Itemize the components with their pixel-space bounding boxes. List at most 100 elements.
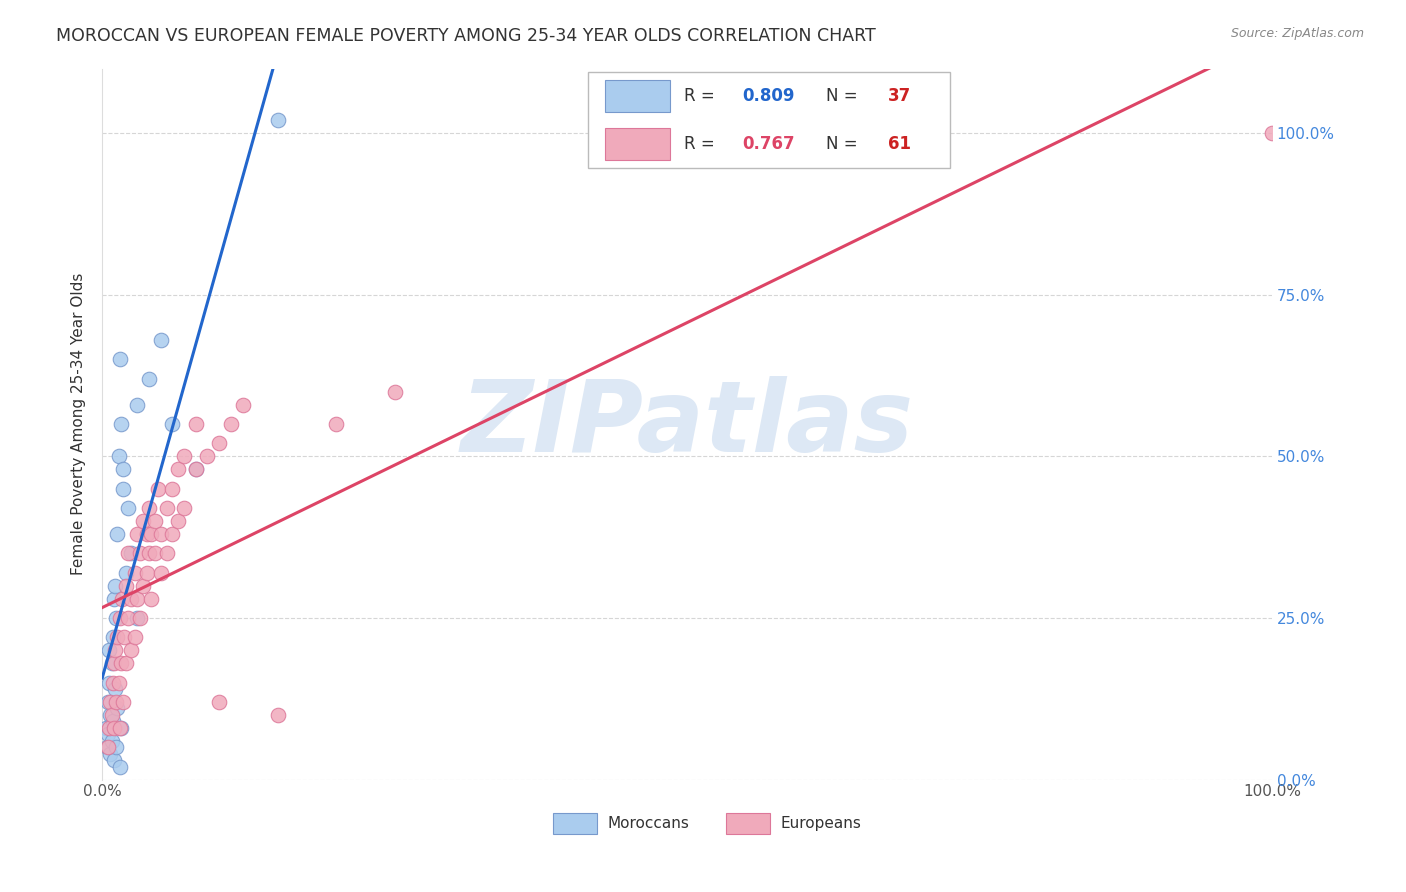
Point	[148, 482, 170, 496]
Bar	[725, 813, 770, 834]
Point	[184, 417, 207, 431]
Point	[162, 482, 184, 496]
Point	[105, 740, 128, 755]
Text: Source: ZipAtlas.com: Source: ZipAtlas.com	[1230, 27, 1364, 40]
Point	[155, 501, 177, 516]
Point	[149, 566, 172, 580]
Text: R =: R =	[683, 87, 720, 105]
Point	[141, 527, 163, 541]
Point	[111, 591, 134, 606]
Point	[173, 501, 195, 516]
Text: 61: 61	[889, 135, 911, 153]
Point	[167, 514, 190, 528]
Bar	[605, 128, 669, 160]
Point	[103, 656, 125, 670]
Point	[103, 591, 125, 606]
Point	[104, 643, 127, 657]
Text: 37: 37	[889, 87, 911, 105]
Point	[112, 462, 135, 476]
Point	[132, 514, 155, 528]
Point	[107, 630, 129, 644]
Point	[232, 398, 254, 412]
Point	[98, 675, 121, 690]
Point	[138, 501, 160, 516]
Point	[135, 566, 157, 580]
Point	[128, 546, 150, 560]
Point	[101, 630, 124, 644]
Y-axis label: Female Poverty Among 25-34 Year Olds: Female Poverty Among 25-34 Year Olds	[72, 273, 86, 575]
Point	[143, 546, 166, 560]
Point	[117, 501, 139, 516]
Point	[108, 611, 131, 625]
Point	[110, 417, 132, 431]
Point	[127, 527, 149, 541]
Point	[1261, 126, 1284, 140]
Point	[162, 417, 184, 431]
Point	[149, 527, 172, 541]
Point	[100, 747, 122, 761]
Point	[104, 579, 127, 593]
FancyBboxPatch shape	[588, 72, 950, 168]
Point	[101, 675, 124, 690]
Point	[127, 611, 149, 625]
Point	[124, 566, 146, 580]
Text: N =: N =	[827, 135, 863, 153]
Point	[120, 591, 142, 606]
Point	[127, 591, 149, 606]
Text: MOROCCAN VS EUROPEAN FEMALE POVERTY AMONG 25-34 YEAR OLDS CORRELATION CHART: MOROCCAN VS EUROPEAN FEMALE POVERTY AMON…	[56, 27, 876, 45]
Point	[112, 482, 135, 496]
Point	[100, 695, 122, 709]
Bar	[605, 80, 669, 112]
Point	[219, 417, 242, 431]
Point	[114, 566, 136, 580]
Point	[266, 707, 288, 722]
Point	[108, 721, 131, 735]
Text: Europeans: Europeans	[780, 816, 862, 831]
Point	[325, 417, 347, 431]
Point	[155, 546, 177, 560]
Point	[149, 333, 172, 347]
Text: 0.809: 0.809	[742, 87, 794, 105]
Point	[98, 721, 121, 735]
Point	[100, 707, 122, 722]
Point	[97, 740, 120, 755]
Text: Moroccans: Moroccans	[607, 816, 689, 831]
Point	[120, 643, 142, 657]
Point	[94, 721, 117, 735]
Point	[138, 546, 160, 560]
Text: R =: R =	[683, 135, 720, 153]
Point	[103, 753, 125, 767]
Point	[124, 630, 146, 644]
Point	[110, 721, 132, 735]
Point	[101, 714, 124, 729]
Point	[105, 695, 128, 709]
Text: N =: N =	[827, 87, 863, 105]
Bar	[553, 813, 598, 834]
Point	[173, 450, 195, 464]
Point	[100, 707, 122, 722]
Point	[114, 579, 136, 593]
Point	[197, 450, 219, 464]
Point	[108, 759, 131, 773]
Point	[97, 727, 120, 741]
Point	[97, 695, 120, 709]
Point	[105, 611, 128, 625]
Point	[162, 527, 184, 541]
Point	[114, 630, 136, 644]
Point	[120, 546, 142, 560]
Point	[208, 695, 231, 709]
Point	[135, 527, 157, 541]
Point	[110, 656, 132, 670]
Point	[141, 591, 163, 606]
Point	[114, 656, 136, 670]
Point	[117, 611, 139, 625]
Point	[107, 701, 129, 715]
Point	[138, 372, 160, 386]
Point	[107, 450, 129, 464]
Point	[266, 113, 288, 128]
Point	[208, 436, 231, 450]
Point	[112, 695, 135, 709]
Text: 0.767: 0.767	[742, 135, 794, 153]
Point	[104, 681, 127, 696]
Point	[98, 643, 121, 657]
